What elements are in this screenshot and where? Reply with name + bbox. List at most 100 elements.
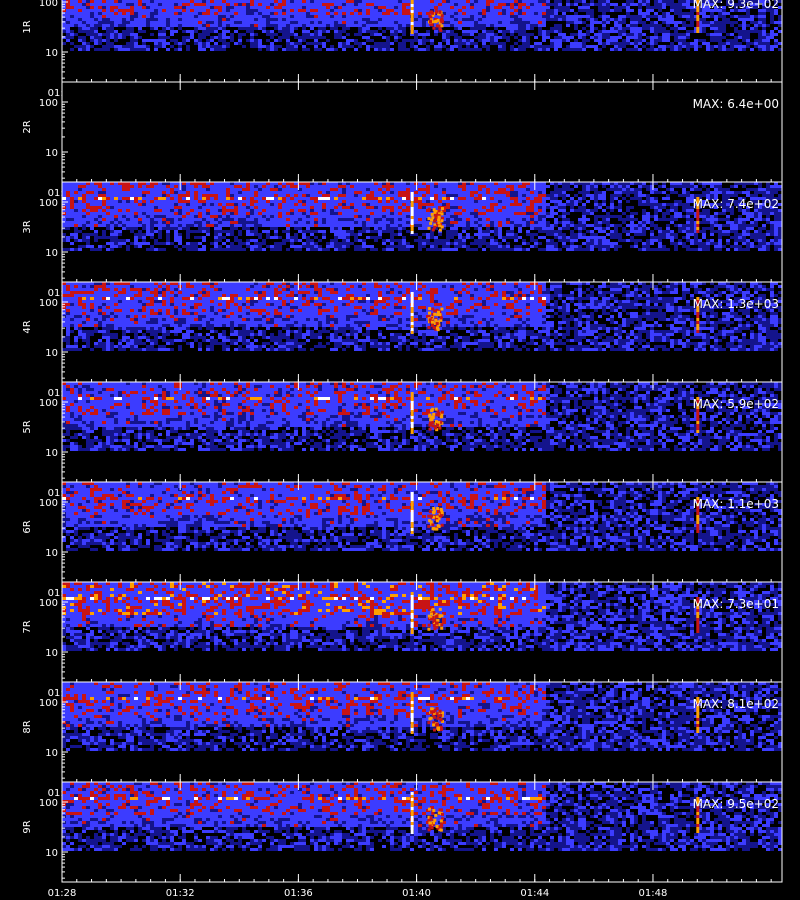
patch-pixel <box>440 511 444 515</box>
patch-pixel <box>438 825 442 829</box>
burst-pixel <box>410 392 414 395</box>
burst-pixel <box>410 510 414 513</box>
patch-pixel <box>440 307 444 311</box>
burst-pixel <box>410 519 414 522</box>
patch-pixel <box>432 507 436 511</box>
max-label: MAX: 1.3e+03 <box>693 297 779 311</box>
patch-pixel <box>439 718 443 722</box>
patch-pixel <box>440 727 444 731</box>
patch-pixel <box>432 723 436 727</box>
burst-pixel <box>410 204 414 207</box>
burst-pixel <box>410 213 414 216</box>
late-spike-pixel <box>696 9 700 12</box>
late-spike-pixel <box>696 821 700 824</box>
x-tick-label: 01:36 <box>284 888 313 899</box>
patch-pixel <box>440 513 444 517</box>
late-spike-pixel <box>696 500 700 503</box>
panel-label: 5R <box>22 420 33 433</box>
patch-pixel <box>438 24 442 28</box>
max-label: MAX: 9.5e+02 <box>693 797 779 811</box>
burst-pixel <box>410 807 414 810</box>
patch-pixel <box>428 318 432 322</box>
spectrogram-image <box>62 0 782 51</box>
patch-pixel <box>428 821 432 825</box>
late-spike-pixel <box>696 430 700 433</box>
patch-pixel <box>427 608 431 612</box>
patch-pixel <box>433 225 437 229</box>
late-spike-pixel <box>696 424 700 427</box>
y-tick-label: 100 <box>39 498 58 509</box>
patch-pixel <box>429 22 433 26</box>
late-spike-pixel <box>696 318 700 321</box>
patch-pixel <box>431 821 435 825</box>
late-spike-pixel <box>696 21 700 24</box>
patch-pixel <box>427 524 431 528</box>
patch-pixel <box>436 507 440 511</box>
patch-pixel <box>436 524 440 528</box>
late-spike-pixel <box>696 824 700 827</box>
late-spike-pixel <box>696 721 700 724</box>
burst-pixel <box>410 631 414 634</box>
patch-pixel <box>434 813 438 817</box>
late-spike-pixel <box>696 224 700 227</box>
patch-pixel <box>439 828 443 832</box>
late-spike-pixel <box>696 806 700 809</box>
late-spike-pixel <box>696 797 700 800</box>
patch-pixel <box>432 611 436 615</box>
patch-pixel <box>435 308 439 312</box>
patch-pixel <box>429 716 433 720</box>
burst-pixel <box>410 395 414 398</box>
spectrogram-image <box>62 582 782 651</box>
y-tick-label: 10 <box>45 748 58 759</box>
patch-pixel <box>433 312 437 316</box>
late-spike-pixel <box>696 509 700 512</box>
patch-pixel <box>440 808 444 812</box>
patch-pixel <box>440 824 444 828</box>
late-spike-pixel <box>696 503 700 506</box>
panel-7R: 1001001:2801:3201:3601:4001:4401:487RMAX… <box>22 581 783 699</box>
patch-pixel <box>437 323 441 327</box>
burst-pixel <box>410 298 414 301</box>
patch-pixel <box>437 413 441 417</box>
patch-pixel <box>435 515 439 519</box>
late-spike-pixel <box>696 15 700 18</box>
patch-pixel <box>435 625 439 629</box>
patch-pixel <box>436 313 440 317</box>
patch-pixel <box>428 307 432 311</box>
late-spike-pixel <box>696 815 700 818</box>
patch-pixel <box>436 214 440 218</box>
panel-label: 3R <box>22 220 33 233</box>
late-spike-pixel <box>696 606 700 609</box>
patch-pixel <box>434 407 438 411</box>
late-spike-pixel <box>696 212 700 215</box>
spectrogram-image <box>62 182 782 251</box>
late-spike-pixel <box>696 803 700 806</box>
patch-pixel <box>433 210 437 214</box>
panel-background <box>62 82 782 182</box>
burst-pixel <box>410 622 414 625</box>
burst-pixel <box>410 201 414 204</box>
burst-pixel <box>410 610 414 613</box>
patch-pixel <box>434 612 438 616</box>
patch-pixel <box>428 421 432 425</box>
late-spike-pixel <box>696 315 700 318</box>
late-spike-pixel <box>696 3 700 6</box>
patch-pixel <box>440 20 444 24</box>
panel-label: 6R <box>22 520 33 533</box>
patch-pixel <box>436 18 440 22</box>
patch-pixel <box>440 822 444 826</box>
patch-pixel <box>431 216 435 220</box>
burst-pixel <box>410 222 414 225</box>
patch-pixel <box>428 423 432 427</box>
patch-pixel <box>438 828 442 832</box>
burst-pixel <box>410 731 414 734</box>
patch-pixel <box>438 228 442 232</box>
late-spike-pixel <box>696 618 700 621</box>
patch-pixel <box>435 209 439 213</box>
panel-label: 8R <box>22 720 33 733</box>
patch-pixel <box>435 526 439 530</box>
burst-pixel <box>410 601 414 604</box>
patch-pixel <box>432 623 436 627</box>
burst-pixel <box>410 722 414 725</box>
panel-label: 1R <box>22 20 33 33</box>
